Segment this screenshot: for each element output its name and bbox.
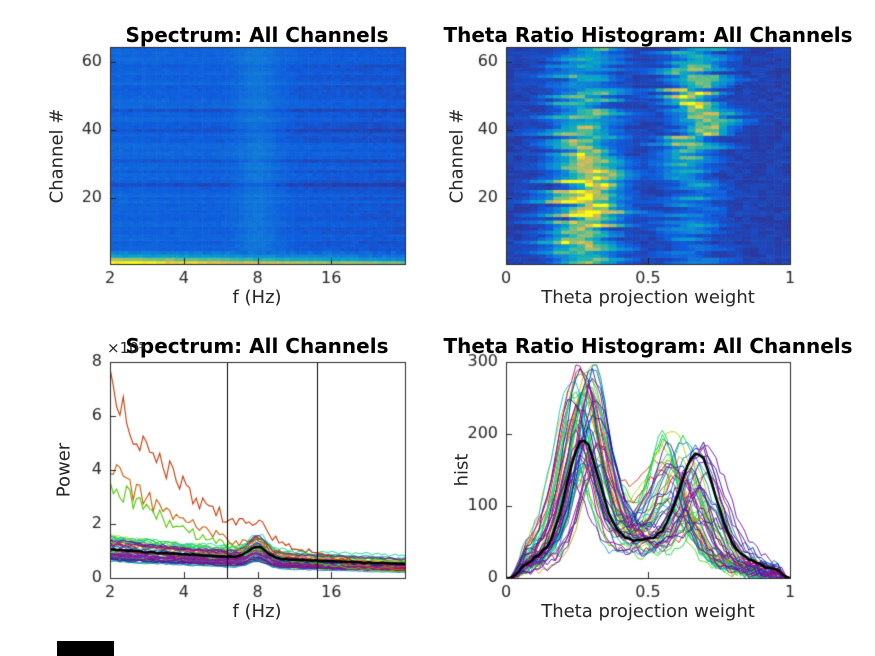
screen-artifact <box>57 641 114 656</box>
xlabel-theta-weight-bottom: Theta projection weight <box>541 601 755 622</box>
ylabel-hist: hist <box>451 453 473 487</box>
y-axis-exponent: ×10⁵ <box>107 339 145 357</box>
ylabel-power: Power <box>53 442 75 498</box>
title-spectrum-lines: Spectrum: All Channels <box>125 334 389 358</box>
title-theta-histogram-lines: Theta Ratio Histogram: All Channels <box>443 334 853 358</box>
ylabel-channel-top-left: Channel # <box>46 108 68 204</box>
title-theta-histogram-heatmap: Theta Ratio Histogram: All Channels <box>443 23 853 47</box>
xlabel-theta-weight-top: Theta projection weight <box>541 287 755 308</box>
xlabel-fhz-bottom: f (Hz) <box>232 601 282 622</box>
title-spectrum-heatmap: Spectrum: All Channels <box>125 23 389 47</box>
xlabel-fhz-top: f (Hz) <box>232 287 282 308</box>
ylabel-channel-top-right: Channel # <box>446 108 468 204</box>
